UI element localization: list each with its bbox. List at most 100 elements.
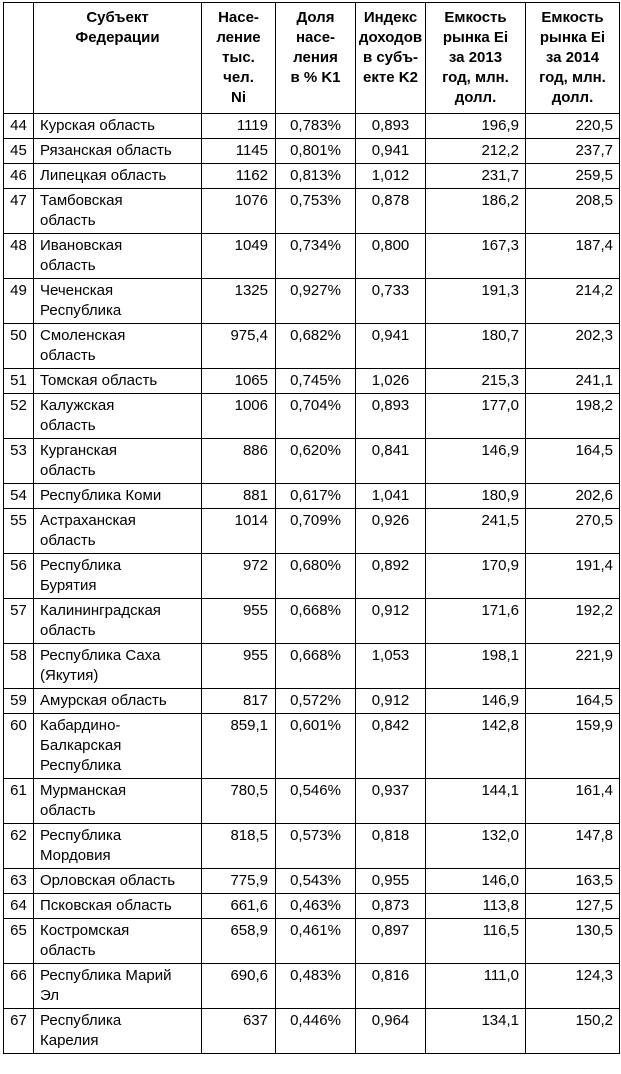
population-cell: 1006: [201, 393, 276, 439]
income-index-cell: 0,841: [355, 438, 426, 484]
capacity-2013-cell: 198,1: [425, 643, 526, 689]
capacity-2013-cell: 113,8: [425, 893, 526, 919]
row-number-cell: 56: [3, 553, 34, 599]
header-income-index: Индекс доходов в субъ- екте K2: [355, 2, 426, 114]
table-row: 47 Тамбовская область 1076 0,753% 0,878 …: [3, 188, 620, 234]
population-cell: 1014: [201, 508, 276, 554]
income-index-cell: 0,926: [355, 508, 426, 554]
capacity-2013-cell: 180,7: [425, 323, 526, 369]
income-index-cell: 1,053: [355, 643, 426, 689]
row-number-cell: 44: [3, 113, 34, 139]
header-federation-subject: Субъект Федерации: [33, 2, 202, 114]
capacity-2013-cell: 170,9: [425, 553, 526, 599]
income-index-cell: 0,955: [355, 868, 426, 894]
population-cell: 661,6: [201, 893, 276, 919]
table-row: 60 Кабардино- Балкарская Республика 859,…: [3, 713, 620, 779]
income-index-cell: 0,964: [355, 1008, 426, 1054]
row-number-cell: 53: [3, 438, 34, 484]
row-number-cell: 57: [3, 598, 34, 644]
population-share-cell: 0,927%: [275, 278, 356, 324]
table-row: 54 Республика Коми 881 0,617% 1,041 180,…: [3, 483, 620, 509]
table-row: 44 Курская область 1119 0,783% 0,893 196…: [3, 113, 620, 139]
population-share-cell: 0,783%: [275, 113, 356, 139]
income-index-cell: 0,937: [355, 778, 426, 824]
population-share-cell: 0,813%: [275, 163, 356, 189]
income-index-cell: 0,892: [355, 553, 426, 599]
capacity-2014-cell: 259,5: [525, 163, 620, 189]
row-number-cell: 46: [3, 163, 34, 189]
population-cell: 1162: [201, 163, 276, 189]
row-number-cell: 48: [3, 233, 34, 279]
population-cell: 1076: [201, 188, 276, 234]
row-number-cell: 58: [3, 643, 34, 689]
capacity-2013-cell: 146,9: [425, 688, 526, 714]
capacity-2013-cell: 241,5: [425, 508, 526, 554]
population-share-cell: 0,463%: [275, 893, 356, 919]
income-index-cell: 0,842: [355, 713, 426, 779]
row-number-cell: 60: [3, 713, 34, 779]
region-name-cell: Республика Коми: [33, 483, 202, 509]
income-index-cell: 0,818: [355, 823, 426, 869]
population-cell: 886: [201, 438, 276, 484]
capacity-2013-cell: 144,1: [425, 778, 526, 824]
region-name-cell: Ивановская область: [33, 233, 202, 279]
population-share-cell: 0,601%: [275, 713, 356, 779]
table-header: Субъект Федерации Насе- ление тыс. чел. …: [3, 2, 620, 114]
capacity-2014-cell: 163,5: [525, 868, 620, 894]
population-share-cell: 0,617%: [275, 483, 356, 509]
region-name-cell: Псковская область: [33, 893, 202, 919]
row-number-cell: 49: [3, 278, 34, 324]
income-index-cell: 0,912: [355, 688, 426, 714]
region-name-cell: Рязанская область: [33, 138, 202, 164]
capacity-2014-cell: 220,5: [525, 113, 620, 139]
capacity-2013-cell: 111,0: [425, 963, 526, 1009]
population-cell: 975,4: [201, 323, 276, 369]
capacity-2014-cell: 202,3: [525, 323, 620, 369]
population-cell: 1325: [201, 278, 276, 324]
income-index-cell: 1,012: [355, 163, 426, 189]
capacity-2014-cell: 191,4: [525, 553, 620, 599]
population-share-cell: 0,801%: [275, 138, 356, 164]
table-row: 61 Мурманская область 780,5 0,546% 0,937…: [3, 778, 620, 824]
population-share-cell: 0,446%: [275, 1008, 356, 1054]
population-share-cell: 0,680%: [275, 553, 356, 599]
row-number-cell: 61: [3, 778, 34, 824]
table-row: 67 Республика Карелия 637 0,446% 0,964 1…: [3, 1008, 620, 1054]
capacity-2014-cell: 164,5: [525, 438, 620, 484]
population-cell: 1145: [201, 138, 276, 164]
region-name-cell: Курганская область: [33, 438, 202, 484]
region-name-cell: Калининградская область: [33, 598, 202, 644]
income-index-cell: 0,733: [355, 278, 426, 324]
capacity-2014-cell: 192,2: [525, 598, 620, 644]
table-body: 44 Курская область 1119 0,783% 0,893 196…: [3, 113, 620, 1054]
table-row: 63 Орловская область 775,9 0,543% 0,955 …: [3, 868, 620, 894]
region-name-cell: Смоленская область: [33, 323, 202, 369]
capacity-2014-cell: 159,9: [525, 713, 620, 779]
capacity-2013-cell: 146,0: [425, 868, 526, 894]
capacity-2014-cell: 150,2: [525, 1008, 620, 1054]
row-number-cell: 59: [3, 688, 34, 714]
population-cell: 817: [201, 688, 276, 714]
header-capacity-2014: Емкость рынка Ei за 2014 год, млн. долл.: [525, 2, 620, 114]
population-cell: 775,9: [201, 868, 276, 894]
table-row: 56 Республика Бурятия 972 0,680% 0,892 1…: [3, 553, 620, 599]
population-cell: 637: [201, 1008, 276, 1054]
region-name-cell: Чеченская Республика: [33, 278, 202, 324]
capacity-2014-cell: 127,5: [525, 893, 620, 919]
capacity-2013-cell: 116,5: [425, 918, 526, 964]
region-name-cell: Тамбовская область: [33, 188, 202, 234]
region-name-cell: Костромская область: [33, 918, 202, 964]
table-row: 58 Республика Саха (Якутия) 955 0,668% 1…: [3, 643, 620, 689]
row-number-cell: 55: [3, 508, 34, 554]
row-number-cell: 66: [3, 963, 34, 1009]
region-name-cell: Республика Мордовия: [33, 823, 202, 869]
income-index-cell: 0,941: [355, 138, 426, 164]
capacity-2013-cell: 180,9: [425, 483, 526, 509]
capacity-2013-cell: 142,8: [425, 713, 526, 779]
row-number-cell: 67: [3, 1008, 34, 1054]
capacity-2014-cell: 130,5: [525, 918, 620, 964]
population-share-cell: 0,682%: [275, 323, 356, 369]
table-row: 50 Смоленская область 975,4 0,682% 0,941…: [3, 323, 620, 369]
capacity-2013-cell: 231,7: [425, 163, 526, 189]
row-number-cell: 47: [3, 188, 34, 234]
